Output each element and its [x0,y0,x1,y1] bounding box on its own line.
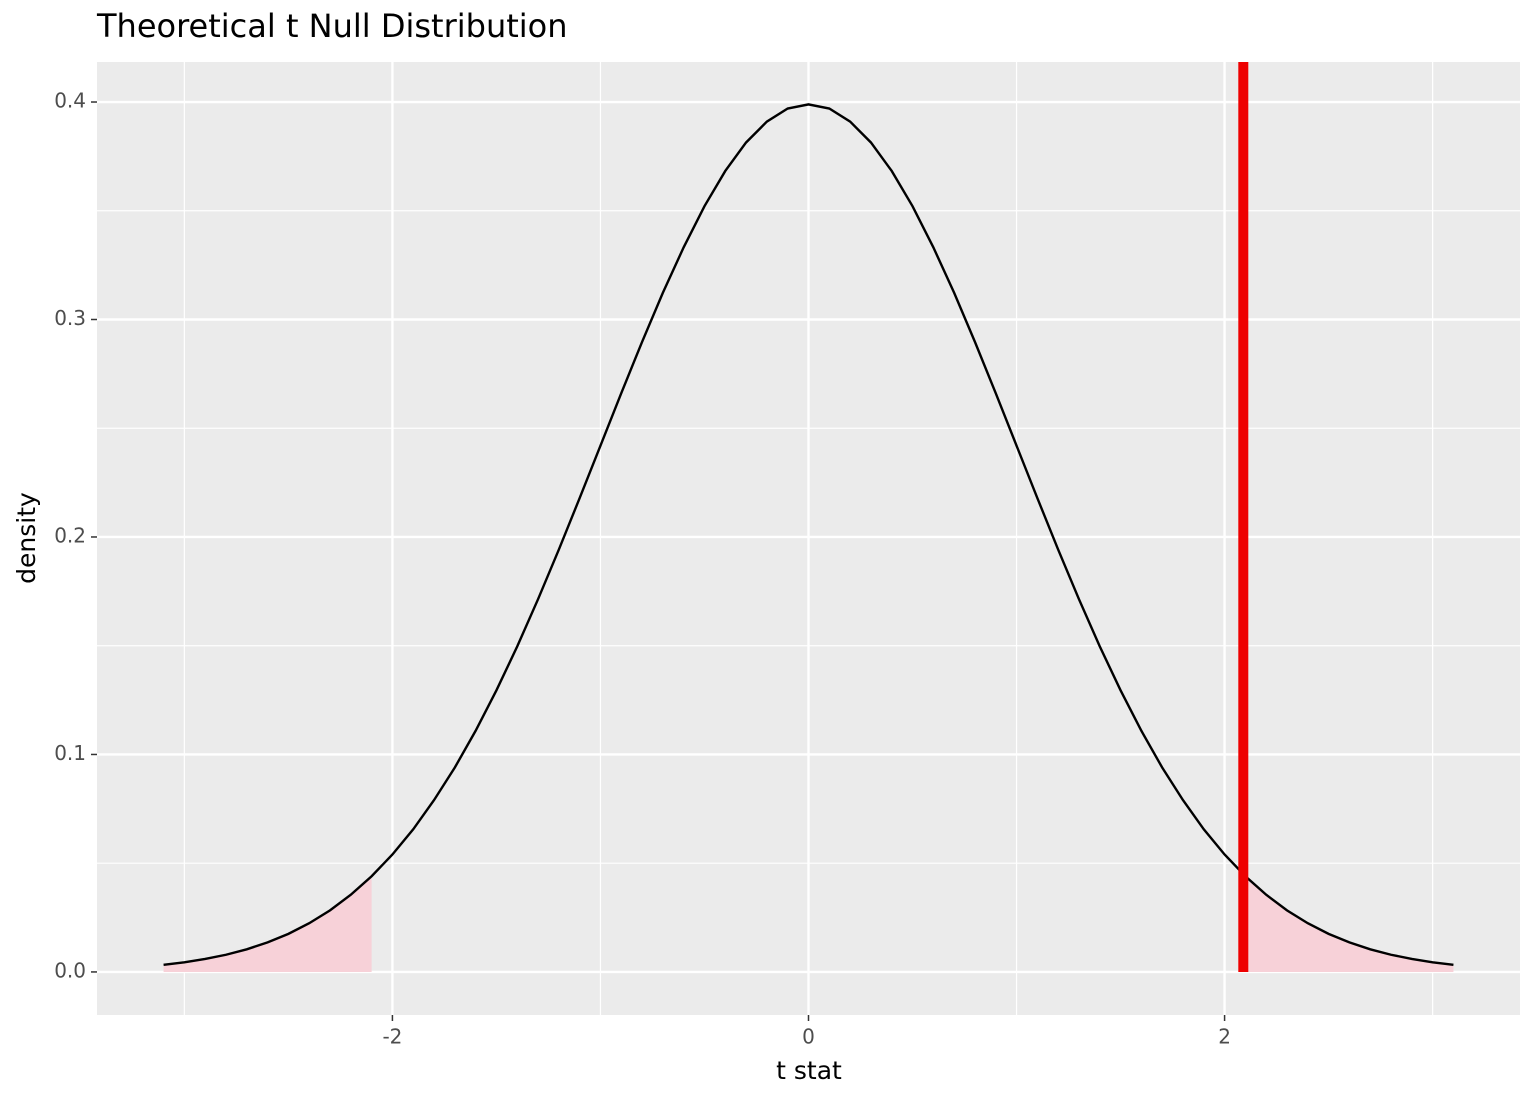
y-tick-label: 0.0 [54,958,86,982]
x-tick-label: 2 [1218,1025,1231,1049]
y-tick-label: 0.3 [54,306,86,330]
y-tick-label: 0.2 [54,523,86,547]
chart-title: Theoretical t Null Distribution [96,7,568,45]
y-axis-label: density [12,492,41,584]
y-tick-label: 0.4 [54,89,86,113]
x-tick-label: 0 [802,1025,815,1049]
y-tick-label: 0.1 [54,741,86,765]
x-axis-label: t stat [776,1056,842,1085]
x-tick-label: -2 [382,1025,402,1049]
shaded-area [163,876,372,972]
shaded-area [1245,876,1454,972]
